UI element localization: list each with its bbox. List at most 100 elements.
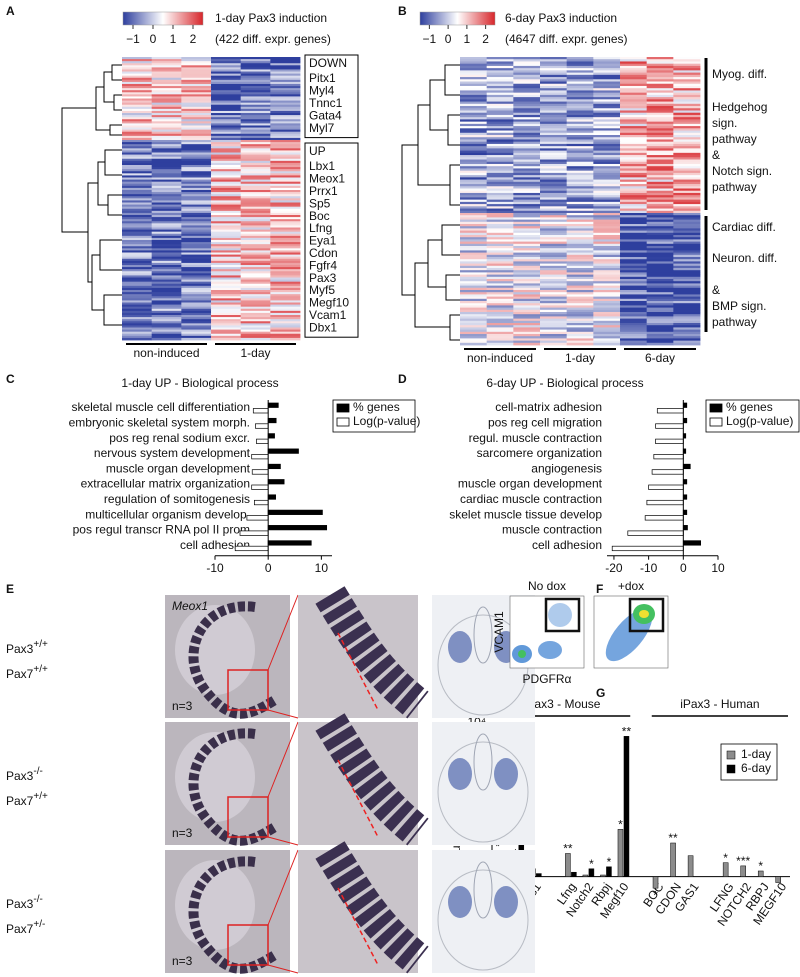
heatmap-cell bbox=[240, 229, 271, 233]
category-label: pos reg cell migration bbox=[488, 415, 602, 429]
dendrogram bbox=[61, 64, 122, 326]
bar bbox=[251, 454, 269, 460]
heatmap-cell bbox=[486, 106, 514, 109]
heatmap-cell bbox=[151, 90, 182, 93]
heatmap-cell bbox=[460, 301, 488, 304]
heatmap-cell bbox=[460, 192, 488, 196]
heatmap-cell bbox=[566, 224, 594, 227]
heatmap-cell bbox=[540, 141, 568, 145]
heatmap-cell bbox=[270, 254, 301, 258]
heatmap-cell bbox=[540, 318, 568, 322]
heatmap-cell bbox=[540, 287, 568, 291]
heatmap-cell bbox=[540, 208, 568, 212]
heatmap-cell bbox=[270, 292, 301, 295]
heatmap-cell bbox=[122, 167, 153, 170]
bar bbox=[251, 484, 269, 490]
heatmap-cell bbox=[122, 225, 153, 228]
heatmap-cell bbox=[240, 90, 271, 93]
heatmap-cell bbox=[122, 88, 153, 91]
heatmap-cell bbox=[486, 204, 514, 207]
heatmap-cell bbox=[211, 246, 242, 249]
heatmap-cell bbox=[620, 90, 648, 94]
heatmap-cell bbox=[151, 61, 182, 64]
heatmap-cell bbox=[646, 210, 674, 214]
heatmap-cell bbox=[593, 283, 621, 286]
heatmap-cell bbox=[540, 192, 568, 196]
heatmap-cell bbox=[151, 294, 182, 297]
heatmap-cell bbox=[181, 131, 212, 135]
heatmap-cell bbox=[211, 210, 242, 214]
heatmap-cell bbox=[513, 121, 541, 125]
heatmap-cell bbox=[181, 308, 212, 312]
heatmap-cell bbox=[566, 126, 594, 129]
heatmap-cell bbox=[566, 94, 594, 98]
heatmap-cell bbox=[211, 308, 242, 312]
heatmap-cell bbox=[673, 157, 701, 160]
heatmap-cell bbox=[122, 146, 153, 149]
heatmap-cell bbox=[513, 181, 541, 185]
heatmap-cell bbox=[270, 65, 301, 68]
heatmap-cell bbox=[151, 83, 182, 87]
heatmap-cell bbox=[513, 94, 541, 98]
heatmap-cell bbox=[566, 152, 594, 156]
heatmap-cell bbox=[486, 114, 514, 118]
heatmap-cell bbox=[122, 57, 153, 60]
allele: +/+ bbox=[33, 664, 48, 675]
heatmap-cell bbox=[620, 77, 648, 80]
heatmap-cell bbox=[593, 85, 621, 89]
colorbar-tick-label: 2 bbox=[482, 32, 489, 46]
heatmap-cell bbox=[122, 92, 153, 95]
heatmap-cell bbox=[181, 300, 212, 303]
heatmap-cell bbox=[151, 298, 182, 301]
heatmap-cell bbox=[460, 252, 488, 256]
heatmap-cell bbox=[151, 57, 182, 60]
heatmap-cell bbox=[620, 74, 648, 78]
legend-label: Log(p-value) bbox=[353, 414, 420, 428]
heatmap-cell bbox=[151, 81, 182, 85]
heatmap-cell bbox=[673, 219, 701, 223]
heatmap-cell bbox=[122, 327, 153, 330]
heatmap-title: 1-day Pax3 induction bbox=[215, 11, 327, 25]
heatmap-cell bbox=[270, 127, 301, 131]
heatmap-cell bbox=[211, 244, 242, 247]
heatmap-cell bbox=[593, 210, 621, 214]
heatmap-cell bbox=[181, 229, 212, 233]
heatmap-cell bbox=[122, 196, 153, 199]
heatmap-cell bbox=[211, 265, 242, 268]
heatmap-cell bbox=[673, 252, 701, 256]
heatmap-cell bbox=[646, 329, 674, 333]
heatmap-cell bbox=[566, 135, 594, 138]
heatmap-cell bbox=[122, 306, 153, 310]
heatmap-cell bbox=[122, 208, 153, 212]
heatmap-cell bbox=[181, 61, 212, 64]
heatmap-cell bbox=[181, 59, 212, 62]
heatmap-cell bbox=[593, 161, 621, 165]
heatmap-cell bbox=[540, 323, 568, 326]
heatmap-cell bbox=[540, 110, 568, 114]
heatmap-cell bbox=[151, 181, 182, 185]
heatmap-cell bbox=[211, 185, 242, 189]
heatmap-cell bbox=[620, 287, 648, 291]
heatmap-cell bbox=[460, 334, 488, 337]
heatmap-cell bbox=[540, 232, 568, 236]
heatmap-cell bbox=[673, 248, 701, 251]
heatmap-cell bbox=[240, 317, 271, 320]
heatmap-cell bbox=[566, 70, 594, 73]
heatmap-cell bbox=[181, 208, 212, 212]
heatmap-cell bbox=[513, 150, 541, 154]
heatmap-cell bbox=[486, 186, 514, 189]
heatmap-cell bbox=[620, 206, 648, 209]
bar bbox=[682, 509, 688, 515]
legend-label: % genes bbox=[726, 400, 773, 414]
heatmap-cell bbox=[540, 146, 568, 149]
heatmap-cell bbox=[460, 316, 488, 319]
heatmap-cell bbox=[181, 165, 212, 168]
heatmap-cell bbox=[620, 281, 648, 284]
heatmap-cell bbox=[593, 329, 621, 333]
heatmap-cell bbox=[270, 269, 301, 272]
heatmap-cell bbox=[240, 290, 271, 293]
section-plane bbox=[337, 759, 379, 838]
heatmap-cell bbox=[513, 172, 541, 176]
heatmap-cell bbox=[240, 71, 271, 74]
cluster-annotation: & bbox=[712, 148, 720, 162]
